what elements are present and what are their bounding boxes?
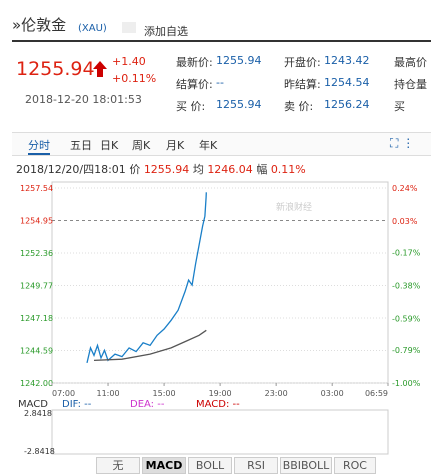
quote-value: 1255.94 <box>216 98 262 111</box>
macd-label: MACD: -- <box>196 399 240 410</box>
tab[interactable]: 年K <box>199 139 218 152</box>
y-tick-label: 1252.36 <box>20 249 53 258</box>
quote-value: -- <box>216 76 224 89</box>
info-label: 价 <box>129 163 141 176</box>
tab-bar <box>12 132 431 156</box>
fullscreen-icon[interactable]: ⛶ ⋮ <box>390 136 415 150</box>
x-tick-label: 07:00 <box>52 389 75 398</box>
info-price: 1255.94 <box>143 163 190 176</box>
x-tick-label: 06:59 <box>365 389 388 398</box>
quote-label: 昨结算: <box>284 78 321 91</box>
y2-tick-label: -1.00% <box>392 379 421 388</box>
quote-label: 最高价 <box>394 56 427 69</box>
divider <box>12 40 431 42</box>
quote-value: 1243.42 <box>324 54 370 67</box>
quote-value: 1254.54 <box>324 76 370 89</box>
tab[interactable]: 月K <box>166 139 185 152</box>
time: 2018-12-20 18:01:53 <box>25 93 142 106</box>
change: +1.40 <box>112 55 146 68</box>
indicator-tab[interactable]: RSI <box>234 457 278 474</box>
y-tick-label: 1244.59 <box>20 347 53 356</box>
y2-tick-label: 0.03% <box>392 217 418 226</box>
quote-label: 结算价: <box>176 78 213 91</box>
info-label: 幅 <box>256 163 268 176</box>
add-watchlist[interactable]: 添加自选 <box>144 25 188 38</box>
macd-tick-label: 2.8418 <box>24 409 52 418</box>
quote-label: 卖 价: <box>284 100 314 113</box>
y2-tick-label: -0.59% <box>392 315 421 324</box>
plot-frame <box>51 181 389 384</box>
y-tick-label: 1257.54 <box>20 184 53 193</box>
info: 2018/12/20/四18:01 价 1255.94 均 1246.04 幅 … <box>16 161 306 177</box>
indicator-tab[interactable]: BBIBOLL <box>280 457 332 474</box>
macd-label: DIF: -- <box>62 399 92 410</box>
info-label: 均 <box>192 163 204 176</box>
tab[interactable]: 周K <box>132 139 151 152</box>
y2-tick-label: -0.79% <box>392 346 421 355</box>
tab[interactable]: 五日 <box>70 139 92 152</box>
y2-tick-label: 0.24% <box>392 184 418 193</box>
y-tick-label: 1249.77 <box>20 282 53 291</box>
line-series <box>86 192 207 364</box>
up-arrow <box>93 61 107 77</box>
x-tick-label: 15:00 <box>153 389 176 398</box>
change-pct: +0.11% <box>112 72 157 85</box>
y2-tick-label: -0.17% <box>392 248 421 257</box>
macd-tick-label: -2.8418 <box>24 447 55 456</box>
indicator-tab[interactable]: 无 <box>96 457 140 474</box>
macd-label: MACD <box>18 399 48 410</box>
chart: 1257.54 1254.95 1252.36 1249.77 1247.18 1244.… <box>18 181 421 456</box>
macd-label: DEA: -- <box>130 399 165 410</box>
x-tick-label: 23:00 <box>265 389 288 398</box>
info-date: 2018/12/20/四18:01 <box>16 163 126 176</box>
price: 1255.94 <box>16 58 95 80</box>
tab[interactable]: 日K <box>100 139 119 152</box>
code: (XAU) <box>78 23 107 34</box>
y-tick-label: 1254.95 <box>20 217 53 226</box>
x-tick-label: 19:00 <box>209 389 232 398</box>
indicator-tab[interactable]: ROC <box>334 457 376 474</box>
indicator-tab[interactable]: BOLL <box>188 457 232 474</box>
info-avg: 1246.04 <box>207 163 253 176</box>
quote-label: 买 价: <box>176 100 206 113</box>
line-series <box>93 329 207 362</box>
quote-label: 持仓量 <box>394 78 427 91</box>
quote-value: 1255.94 <box>216 54 262 67</box>
add-icon <box>122 22 136 33</box>
quote-label: 开盘价: <box>284 56 321 69</box>
quote-label: 最新价: <box>176 56 213 69</box>
x-tick-label: 03:00 <box>321 389 344 398</box>
y-tick-label: 1242.00 <box>20 379 53 388</box>
indicator-tab[interactable]: MACD <box>142 457 186 474</box>
tab[interactable]: 分时 <box>28 137 50 155</box>
x-tick-label: 11:00 <box>97 389 120 398</box>
quote-value: 1256.24 <box>324 98 370 111</box>
title: »伦敦金 <box>12 16 67 34</box>
quote-label: 买 <box>394 100 405 113</box>
y-tick-label: 1247.18 <box>20 314 53 323</box>
watermark: 新浪财经 <box>276 201 312 213</box>
macd-frame <box>51 409 389 455</box>
info-amp: 0.11% <box>270 163 306 176</box>
y2-tick-label: -0.38% <box>392 282 421 291</box>
